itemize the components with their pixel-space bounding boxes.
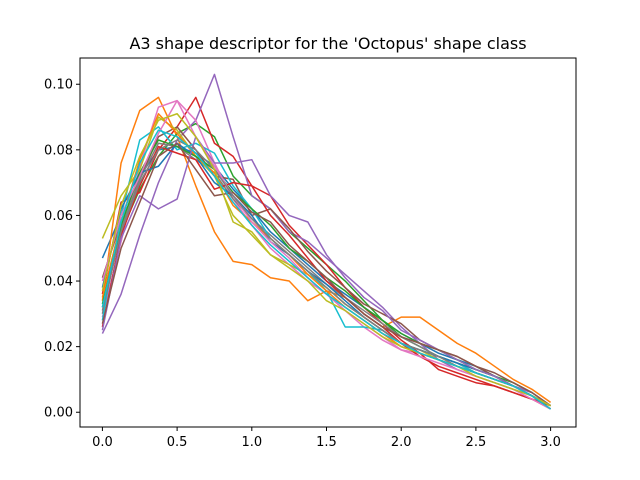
- series-layer: [101, 73, 552, 410]
- x-tick-label: 1.5: [316, 435, 337, 450]
- x-tick-label: 0.0: [92, 435, 113, 450]
- y-axis: 0.00 0.02 0.04 0.06 0.08 0.10: [44, 78, 80, 421]
- series-line-15: [101, 135, 552, 407]
- x-tick-label: 3.0: [540, 435, 561, 450]
- y-tick-label: 0.06: [44, 209, 73, 224]
- chart-title: A3 shape descriptor for the 'Octopus' sh…: [129, 34, 526, 53]
- y-tick-label: 0.04: [44, 275, 73, 290]
- x-tick-label: 0.5: [167, 435, 188, 450]
- plot-area-frame: [79, 57, 577, 428]
- series-line-16: [101, 142, 552, 407]
- x-axis: 0.0 0.5 1.0 1.5 2.0 2.5 3.0: [92, 427, 561, 450]
- series-line-20: [101, 129, 552, 410]
- x-tick-label: 1.0: [241, 435, 262, 450]
- y-tick-label: 0.00: [44, 406, 73, 421]
- y-tick-label: 0.02: [44, 340, 73, 355]
- y-tick-label: 0.08: [44, 143, 73, 158]
- series-line-14: [101, 145, 551, 410]
- x-tick-label: 2.5: [466, 435, 487, 450]
- series-line-19: [101, 113, 551, 407]
- x-tick-label: 2.0: [391, 435, 412, 450]
- y-tick-label: 0.10: [44, 78, 73, 93]
